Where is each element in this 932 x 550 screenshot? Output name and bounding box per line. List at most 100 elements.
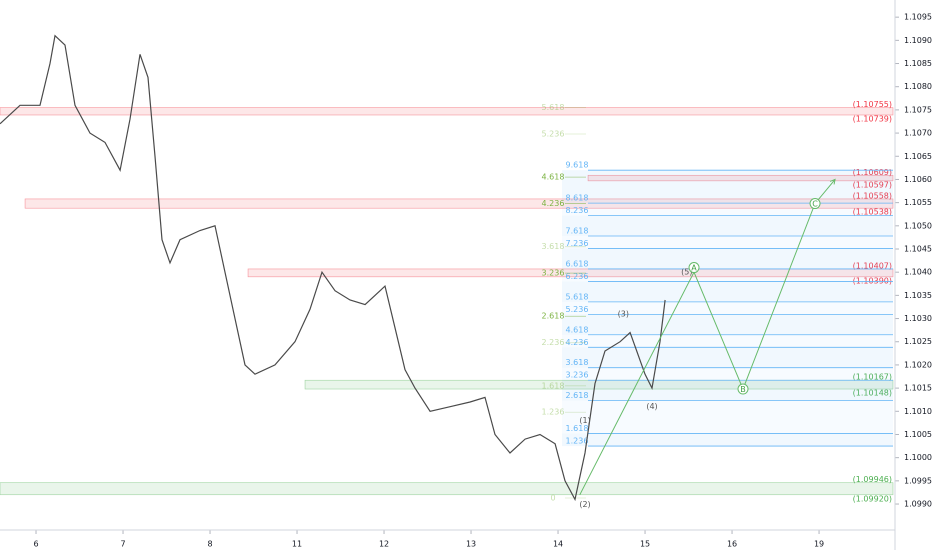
zone-label: (1.10167) xyxy=(853,373,892,382)
zone-label: (1.10407) xyxy=(853,261,892,270)
fib-ratio: 4.236 xyxy=(566,338,589,347)
fib-band xyxy=(562,215,893,237)
zone xyxy=(0,107,894,116)
fib-band xyxy=(562,248,893,269)
fib-band xyxy=(562,236,893,249)
fib-ratio: 1.618 xyxy=(542,381,565,390)
x-tick-label: 11 xyxy=(292,540,302,549)
zone xyxy=(587,174,894,182)
y-tick-label: 1.10400 xyxy=(904,268,932,277)
fib-ratio: 2.236 xyxy=(542,338,565,347)
fib-ratio: 5.618 xyxy=(566,292,589,301)
price-line xyxy=(0,34,666,502)
fib-ratio: 7.236 xyxy=(566,239,589,248)
wave-label: (3) xyxy=(618,309,629,318)
fib-ratio: 3.236 xyxy=(566,371,589,380)
fib-ratio: 3.236 xyxy=(542,269,565,278)
fib-band xyxy=(562,281,893,302)
zone-label: (1.09920) xyxy=(853,494,892,503)
fib-band xyxy=(562,203,893,216)
wave-circle xyxy=(737,383,749,395)
wave-label: A xyxy=(691,264,697,273)
y-tick-label: 1.09900 xyxy=(904,500,932,509)
y-tick-label: 1.10950 xyxy=(904,13,932,22)
fib-ratio: 5.618 xyxy=(542,103,565,112)
fib-ratio: 4.618 xyxy=(542,173,565,182)
fib-band xyxy=(562,367,893,381)
y-tick-label: 1.10750 xyxy=(904,105,932,114)
fib-ratio: 3.618 xyxy=(542,242,565,251)
y-tick-label: 1.10000 xyxy=(904,453,932,462)
fib-ratio: 7.618 xyxy=(566,227,589,236)
y-tick-label: 1.10050 xyxy=(904,430,932,439)
fib-ratio: 6.618 xyxy=(566,259,589,268)
fib-ratio: 1.236 xyxy=(566,437,589,446)
y-tick-label: 1.10200 xyxy=(904,360,932,369)
fib-ratio: 9.618 xyxy=(566,161,589,170)
wave-label: B xyxy=(740,385,746,394)
zone xyxy=(0,482,894,496)
y-tick-label: 1.10650 xyxy=(904,152,932,161)
fib-ratio: 4.236 xyxy=(542,199,565,208)
y-tick-label: 1.10100 xyxy=(904,407,932,416)
x-tick-label: 6 xyxy=(33,540,38,549)
y-tick-label: 1.10500 xyxy=(904,221,932,230)
zone-label: (1.10390) xyxy=(853,276,892,285)
y-tick-label: 1.10800 xyxy=(904,82,932,91)
fib-ratio: 4.618 xyxy=(566,325,589,334)
fib-band xyxy=(562,400,893,434)
x-tick-label: 12 xyxy=(379,540,389,549)
fib-band xyxy=(562,314,893,335)
y-tick-label: 1.09950 xyxy=(904,476,932,485)
y-tick-label: 1.10350 xyxy=(904,291,932,300)
zone-label: (1.10148) xyxy=(853,389,892,398)
y-tick-label: 1.10150 xyxy=(904,384,932,393)
y-tick-label: 1.10700 xyxy=(904,129,932,138)
wave-label: C xyxy=(812,200,818,209)
zone-label: (1.09946) xyxy=(853,475,892,484)
fib-ratio: 8.618 xyxy=(566,194,589,203)
y-tick-label: 1.10600 xyxy=(904,175,932,184)
fib-ratio: 2.618 xyxy=(566,391,589,400)
zone xyxy=(24,198,894,209)
fib-ratio: 6.236 xyxy=(566,272,589,281)
zone-label: (1.10609) xyxy=(853,168,892,177)
fib-ratio: 2.618 xyxy=(542,312,565,321)
fib-ratio: 5.236 xyxy=(542,130,565,139)
fib-ratio: 1.618 xyxy=(566,424,589,433)
fib-band xyxy=(562,301,893,315)
x-tick-label: 16 xyxy=(727,540,737,549)
x-tick-label: 15 xyxy=(640,540,650,549)
fib-band xyxy=(562,334,893,348)
fib-ratio: 0 xyxy=(550,494,555,503)
y-tick-label: 1.10250 xyxy=(904,337,932,346)
wave-label: (2) xyxy=(579,500,590,509)
y-tick-label: 1.10850 xyxy=(904,59,932,68)
wave-circle xyxy=(688,262,700,274)
wave-label: (4) xyxy=(646,402,657,411)
fib-band xyxy=(562,268,893,282)
zone-label: (1.10597) xyxy=(853,180,892,189)
fib-band xyxy=(562,170,893,204)
wave-label: (1) xyxy=(579,416,590,425)
zone-label: (1.10739) xyxy=(853,114,892,123)
x-tick-label: 19 xyxy=(814,540,824,549)
y-tick-label: 1.10450 xyxy=(904,245,932,254)
y-tick-label: 1.10300 xyxy=(904,314,932,323)
fib-band xyxy=(562,433,893,447)
zone-label: (1.10538) xyxy=(853,208,892,217)
fib-ratio: 5.236 xyxy=(566,305,589,314)
x-tick-label: 14 xyxy=(553,540,563,549)
wave-label: (5) xyxy=(681,268,692,277)
y-tick-label: 1.10550 xyxy=(904,198,932,207)
x-tick-label: 8 xyxy=(207,540,212,549)
fib-ratio: 8.236 xyxy=(566,206,589,215)
fib-band xyxy=(562,380,893,401)
fib-ratio: 3.618 xyxy=(566,358,589,367)
fib-ratio: 1.236 xyxy=(542,408,565,417)
x-tick-label: 13 xyxy=(466,540,476,549)
projection-arrow xyxy=(829,178,836,185)
